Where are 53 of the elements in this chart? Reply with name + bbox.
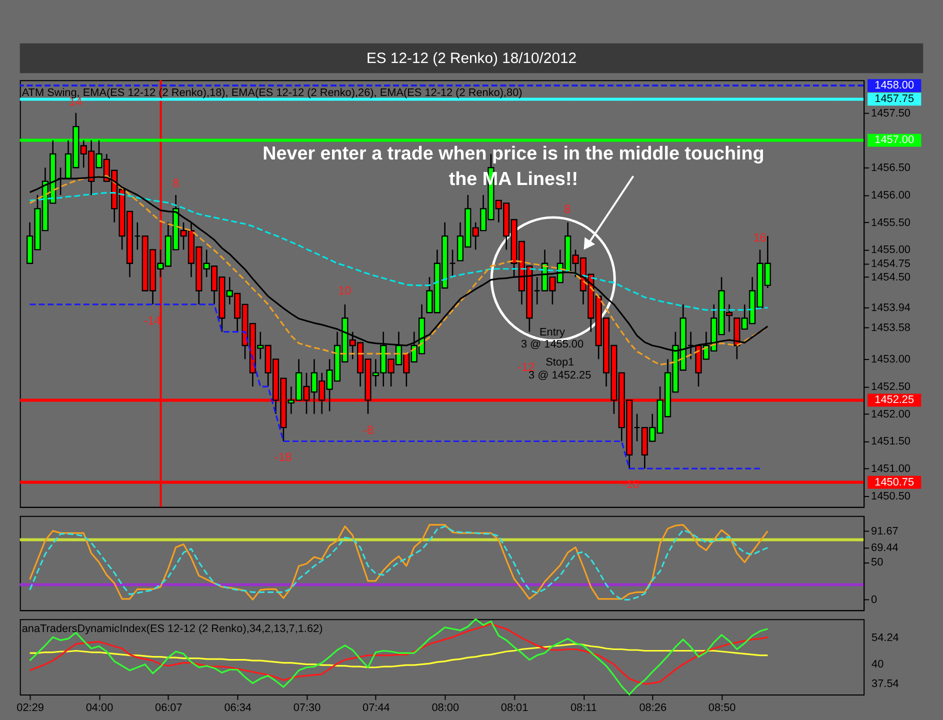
text: 40 [872,658,884,670]
annotation: Stop1 [546,356,574,369]
text: 37.54 [872,678,899,690]
y-tick-label: 1453.00 [871,354,910,366]
annotation: -8 [363,423,374,438]
annotation: 3 @ 1455.00 [520,338,584,351]
line-series [29,192,768,311]
annotation: 8 [172,176,180,190]
y-tick-label: 1453.58 [871,322,910,334]
line-series [29,304,761,470]
y-tick-label: 50 [871,556,884,569]
x-tick-label: 07:44 [362,702,390,714]
annotation: 10 [338,283,352,298]
y-tick-label: 1453.94 [871,302,910,314]
x-tick-label: 06:07 [155,702,182,714]
x-tick-label: 06:34 [224,702,252,714]
annotation: 8 [564,202,572,216]
annotation: 16 [753,230,767,245]
y-tick-label: 69.44 [871,542,898,554]
candlestick [634,413,640,442]
chart-title: anaTradersDynamicIndex(ES 12-12 (2 Renko),34,2,13,7,1.62) [22,622,323,635]
x-tick-label: 08:50 [708,702,736,714]
y-tick-label: 1455.50 [871,216,910,229]
x-tick-label: 08:01 [500,702,528,714]
y-tick-label: 1451.00 [871,463,910,476]
y-tick-label: 1457.50 [871,107,910,120]
x-tick-label: 02:29 [16,702,44,714]
y-tick-label: 1451.50 [871,436,910,448]
ref-line-label: 1450.75 [874,476,914,488]
y-tick-label: 1454.50 [871,272,910,284]
x-tick-label: 08:26 [639,702,667,714]
ref-line-label: 1457.00 [874,134,914,146]
ref-line-label: 1457.75 [874,93,914,106]
candlestick [449,249,456,278]
y-tick-label: 1456.00 [871,189,910,202]
y-tick-label: 1456.50 [871,162,910,174]
text: 54.24 [872,632,899,644]
y-tick-label: 1454.75 [871,258,910,270]
x-tick-label: 04:00 [86,702,114,714]
x-tick-label: 08:11 [570,702,597,714]
ref-line-label: 1452.25 [874,394,914,406]
y-tick-label: 1450.50 [871,490,910,502]
y-tick-label: 1452.50 [871,380,910,393]
annotation: Entry [540,326,566,339]
y-tick-label: 1452.00 [871,408,910,420]
ref-line-label: 1458.00 [874,80,914,92]
annotation: -18 [274,450,292,464]
x-tick-label: 08:00 [432,702,459,714]
y-tick-label: 1455.00 [871,244,910,256]
y-tick-label: 91.67 [871,526,898,538]
x-tick-label: 07:30 [293,702,321,714]
chart-title: ES 12-12 (2 Renko) 18/10/2012 [366,51,577,68]
y-tick-label: 0 [871,594,878,606]
